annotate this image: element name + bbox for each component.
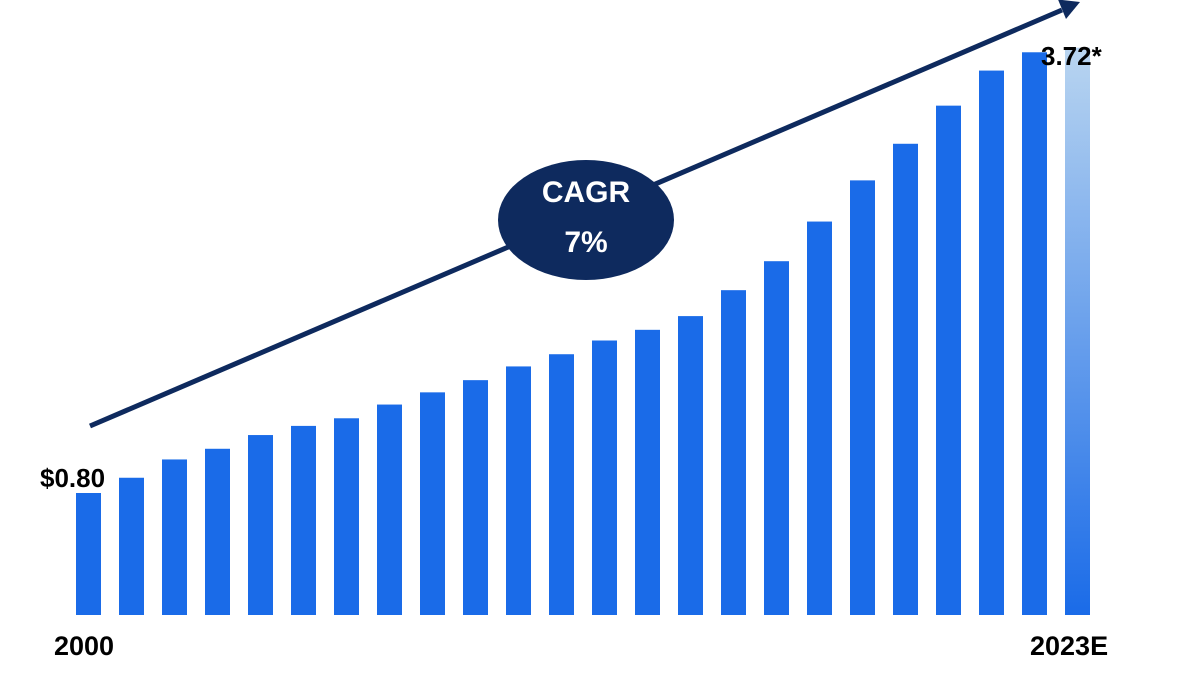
bar <box>1022 52 1047 615</box>
bar <box>979 70 1004 615</box>
cagr-value: 7% <box>564 226 607 259</box>
bar <box>248 435 273 615</box>
bar <box>721 290 746 615</box>
arrow-head-icon <box>1058 0 1080 19</box>
bar <box>162 459 187 615</box>
x-tick-first: 2000 <box>54 631 114 661</box>
x-tick-last: 2023E <box>1030 631 1108 661</box>
bar <box>850 180 875 615</box>
bars-group <box>76 47 1090 616</box>
last-value-label: 3.72* <box>1041 41 1103 71</box>
bar <box>549 354 574 615</box>
bar-estimate <box>1065 47 1090 615</box>
bar <box>635 329 660 615</box>
cagr-bubble <box>498 160 674 280</box>
first-value-label: $0.80 <box>40 463 105 493</box>
bar <box>893 143 918 615</box>
bar <box>678 316 703 615</box>
bar <box>119 477 144 615</box>
bar <box>807 221 832 616</box>
bar <box>506 366 531 615</box>
bar <box>592 340 617 615</box>
bar <box>334 418 359 615</box>
bar <box>76 493 101 615</box>
bar <box>377 404 402 615</box>
bar <box>764 261 789 615</box>
bar <box>463 380 488 615</box>
bar <box>291 425 316 615</box>
bar <box>205 448 230 615</box>
bar <box>420 392 445 615</box>
cagr-annotation: CAGR 7% <box>498 160 674 280</box>
bar <box>936 105 961 616</box>
cagr-label: CAGR <box>542 176 631 209</box>
